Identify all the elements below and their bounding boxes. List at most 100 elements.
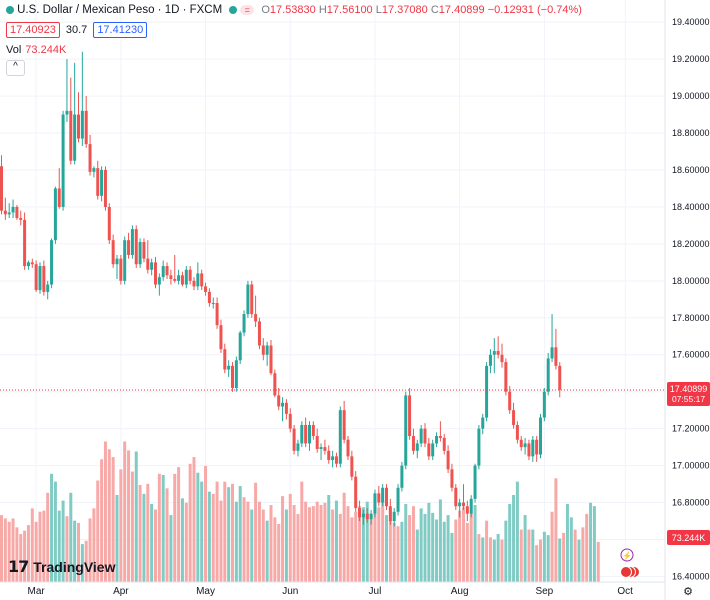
volume-bar [130, 471, 134, 582]
volume-bar [404, 503, 408, 582]
volume-bar [180, 498, 184, 582]
volume-legend[interactable]: Vol 73.244K [6, 44, 66, 56]
volume-bar [227, 487, 231, 582]
volume-bar [523, 515, 527, 582]
candle-body [512, 410, 516, 425]
candle-body [7, 212, 11, 215]
time-tick-label: Oct [617, 586, 633, 597]
candle-body [115, 258, 119, 265]
volume-bar [284, 509, 288, 582]
candle-body [269, 345, 273, 374]
candle-body [142, 242, 146, 259]
candle-body [257, 321, 261, 346]
volume-bar [550, 511, 554, 582]
volume-bar [577, 539, 581, 582]
candle-body [500, 354, 504, 363]
price-tick-label: 19.00000 [672, 91, 710, 101]
equal-icon: = [240, 5, 255, 16]
volume-bar [585, 513, 589, 582]
time-tick-label: Mar [28, 586, 46, 597]
volume-bar [234, 501, 238, 582]
volume-bar [354, 511, 358, 582]
bid-button[interactable]: 17.40923 [6, 22, 60, 38]
volume-bar [154, 509, 157, 582]
candle-body [346, 439, 350, 457]
price-tick-label: 18.40000 [672, 202, 710, 212]
volume-bar [11, 518, 15, 582]
spread-value: 30.7 [65, 24, 88, 36]
volume-bar [508, 503, 512, 582]
volume-bars [0, 441, 600, 582]
time-tick-label: Sep [535, 586, 553, 597]
candle-body [123, 240, 127, 281]
candle-body [431, 443, 435, 457]
candle-body [427, 443, 431, 457]
candle-body [358, 508, 362, 518]
candle-body [292, 428, 296, 451]
candle-body [215, 303, 219, 326]
volume-bar [592, 506, 596, 582]
volume-bar [477, 534, 481, 582]
market-status[interactable]: = [229, 5, 255, 16]
candle-body [130, 229, 134, 255]
candle-body [477, 428, 481, 466]
volume-bar [57, 510, 61, 582]
low-value: 17.37080 [381, 4, 428, 16]
time-axis[interactable]: Mar Apr May Jun Jul Aug Sep Oct ⚙ [0, 581, 693, 598]
candle-body [196, 273, 200, 287]
candle-body [338, 410, 342, 464]
volume-bar [192, 457, 196, 582]
volume-bar [400, 521, 404, 582]
candle-body [207, 291, 211, 304]
volume-bar [512, 495, 516, 582]
candle-body [288, 413, 292, 429]
volume-bar [596, 541, 600, 582]
volume-bar [346, 506, 350, 582]
volume-bar [80, 544, 84, 582]
volume-bar [42, 510, 46, 582]
candle-body [465, 506, 469, 514]
candle-body [535, 439, 539, 455]
time-tick-label: Apr [113, 586, 129, 597]
ask-button[interactable]: 17.41230 [93, 22, 148, 38]
volume-bar [315, 501, 319, 582]
time-tick-label: May [196, 586, 215, 597]
volume-bar [196, 472, 200, 582]
volume-bar [165, 488, 169, 582]
candle-body [385, 487, 388, 507]
volume-bar [396, 526, 400, 582]
volume-bar [358, 506, 362, 582]
volume-bar [442, 521, 446, 582]
candle-body [100, 169, 104, 196]
candle-body [111, 240, 115, 265]
candle-body [365, 513, 369, 520]
volume-bar [581, 527, 585, 582]
candle-body [496, 351, 500, 355]
volume-bar [408, 515, 412, 582]
grid-lines [0, 0, 665, 582]
candle-body [246, 284, 250, 315]
collapse-legend-button[interactable]: ^ [6, 60, 25, 76]
candle-body [462, 502, 465, 507]
symbol-title[interactable]: U.S. Dollar / Mexican Peso · 1D · FXCM [17, 4, 223, 16]
volume-bar [184, 502, 188, 582]
volume-bar [107, 449, 111, 582]
candle-body [231, 365, 234, 388]
time-tick-label: Jul [369, 586, 382, 597]
volume-indicator-value: 73.244K [25, 44, 67, 56]
volume-bar [3, 518, 7, 582]
candle-body [65, 110, 69, 115]
candle-body [73, 114, 77, 161]
candle-body [96, 168, 100, 196]
volume-bar [565, 503, 569, 582]
candle-body [177, 275, 181, 281]
volume-bar [462, 507, 465, 582]
tradingview-logo[interactable]: 17 TradingView [8, 557, 115, 576]
settings-gear-icon[interactable]: ⚙ [683, 586, 693, 598]
candle-body [411, 436, 415, 451]
price-tick-label: 18.60000 [672, 165, 710, 175]
ohlc-values: O17.53830 H17.56100 L17.37080 C17.40899 … [261, 4, 582, 16]
price-axis[interactable]: 19.40000 19.20000 19.00000 18.80000 18.60000… [664, 0, 710, 600]
price-tick-label: 18.20000 [672, 239, 710, 249]
